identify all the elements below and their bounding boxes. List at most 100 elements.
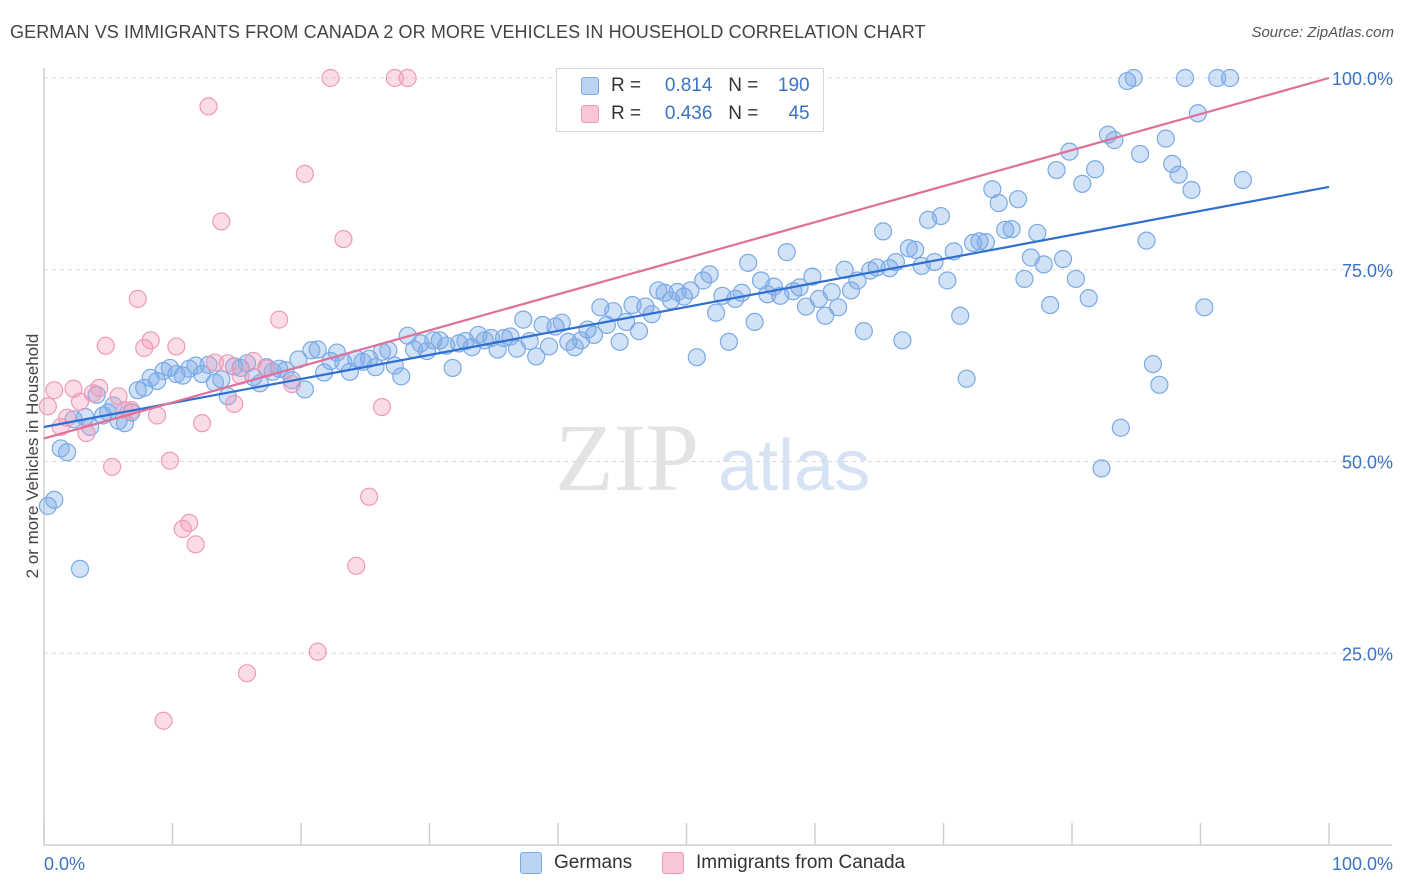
legend-r-label: R = [611, 103, 642, 124]
y-tick-labels: 25.0% 50.0% 75.0% 100.0% [1332, 69, 1393, 664]
watermark-zip: ZIP [555, 404, 699, 511]
y-tick-label: 100.0% [1332, 69, 1393, 89]
data-point-canada [237, 664, 257, 683]
data-point-canada [308, 642, 327, 661]
data-point-canada [205, 353, 225, 372]
data-point-canada [90, 378, 109, 397]
data-point-canada [347, 556, 366, 575]
data-point-germans [1079, 289, 1098, 308]
bottom-legend-label-germans: Germans [554, 852, 633, 873]
data-point-germans [951, 306, 970, 325]
data-point-germans [989, 193, 1008, 213]
correlation-legend: R = 0.814 N = 190 R = 0.436 N = 45 [556, 68, 824, 132]
source-label: Source: ZipAtlas.com [1251, 24, 1394, 41]
data-point-germans [976, 233, 996, 252]
data-point-germans [488, 340, 507, 359]
data-point-germans [706, 303, 726, 322]
data-point-germans [970, 232, 989, 251]
data-point-germans [822, 282, 841, 302]
data-point-germans [1195, 298, 1214, 317]
data-point-germans [212, 370, 231, 389]
data-point-germans [719, 332, 739, 351]
data-point-germans [610, 332, 629, 351]
data-point-germans [1034, 255, 1053, 274]
data-point-germans [45, 490, 64, 509]
data-point-germans [841, 281, 861, 300]
legend-n-value-germans: 190 [777, 75, 810, 96]
data-point-germans [1092, 459, 1111, 478]
data-point-canada [180, 513, 199, 532]
data-point-germans [1150, 375, 1169, 394]
data-point-canada [212, 212, 231, 231]
data-point-germans [192, 364, 212, 384]
data-point-germans [629, 322, 649, 341]
data-point-germans [443, 358, 462, 378]
data-point-germans [1182, 180, 1201, 200]
y-tick-label: 50.0% [1342, 453, 1393, 473]
data-point-germans [1175, 68, 1195, 88]
legend-n-label: N = [728, 75, 759, 96]
data-point-germans [681, 281, 700, 300]
data-point-germans [1124, 68, 1143, 88]
data-point-germans [1008, 190, 1028, 209]
data-point-germans [527, 347, 546, 366]
data-point-germans [963, 233, 983, 253]
bottom-legend-swatch-canada [662, 852, 684, 874]
data-point-germans [1041, 295, 1060, 315]
data-point-germans [996, 220, 1015, 239]
data-point-germans [1066, 269, 1085, 289]
data-point-germans [1156, 129, 1175, 148]
data-point-germans [816, 306, 835, 325]
data-point-germans [565, 338, 584, 357]
x-tick-label-min: 0.0% [44, 854, 85, 874]
data-point-canada [295, 164, 314, 183]
data-point-germans [1137, 231, 1156, 250]
trend-line-germans [43, 185, 1330, 429]
bottom-legend-label-canada: Immigrants from Canada [696, 852, 906, 873]
data-point-canada [199, 97, 218, 116]
bottom-legend-swatch-germans [520, 852, 542, 874]
data-point-canada [321, 68, 340, 88]
x-ticks [43, 823, 1330, 845]
data-point-germans [1169, 165, 1188, 184]
data-point-germans [1086, 160, 1105, 179]
data-point-germans [874, 222, 893, 241]
data-point-canada [225, 394, 244, 414]
data-point-germans [854, 322, 873, 341]
bottom-legend-germans: Germans [520, 852, 632, 874]
y-tick-label: 75.0% [1342, 261, 1393, 281]
data-point-canada [192, 414, 212, 433]
data-point-germans [1220, 68, 1240, 88]
legend-r-value-germans: 0.814 [664, 75, 713, 96]
data-point-canada [385, 68, 404, 88]
data-point-canada [38, 397, 57, 416]
bottom-legend-canada: Immigrants from Canada [662, 852, 905, 874]
data-point-canada [45, 381, 64, 400]
data-point-canada [270, 310, 289, 329]
legend-swatch-germans [581, 77, 599, 95]
data-point-germans [1143, 354, 1163, 374]
data-point-germans [1233, 170, 1253, 190]
data-point-germans [514, 310, 533, 329]
legend-row-germans: R = 0.814 N = 190 [581, 73, 810, 99]
data-point-germans [58, 443, 77, 462]
trend-line-canada [43, 76, 1330, 440]
data-point-germans [745, 312, 764, 332]
data-point-germans [1015, 269, 1034, 289]
data-point-germans [700, 265, 719, 284]
data-point-germans [899, 239, 918, 258]
data-point-germans [1163, 154, 1182, 174]
data-point-germans [1111, 418, 1130, 437]
data-point-canada [103, 457, 122, 476]
data-point-germans [147, 371, 167, 391]
data-point-canada [398, 68, 417, 88]
canada-points [38, 68, 417, 730]
data-point-germans [173, 366, 192, 385]
data-point-canada [167, 337, 186, 356]
chart-title: GERMAN VS IMMIGRANTS FROM CANADA 2 OR MO… [10, 22, 926, 42]
data-point-germans [1073, 174, 1092, 193]
data-point-germans [302, 341, 321, 360]
data-point-germans [539, 337, 559, 356]
legend-n-label: N = [728, 103, 759, 124]
